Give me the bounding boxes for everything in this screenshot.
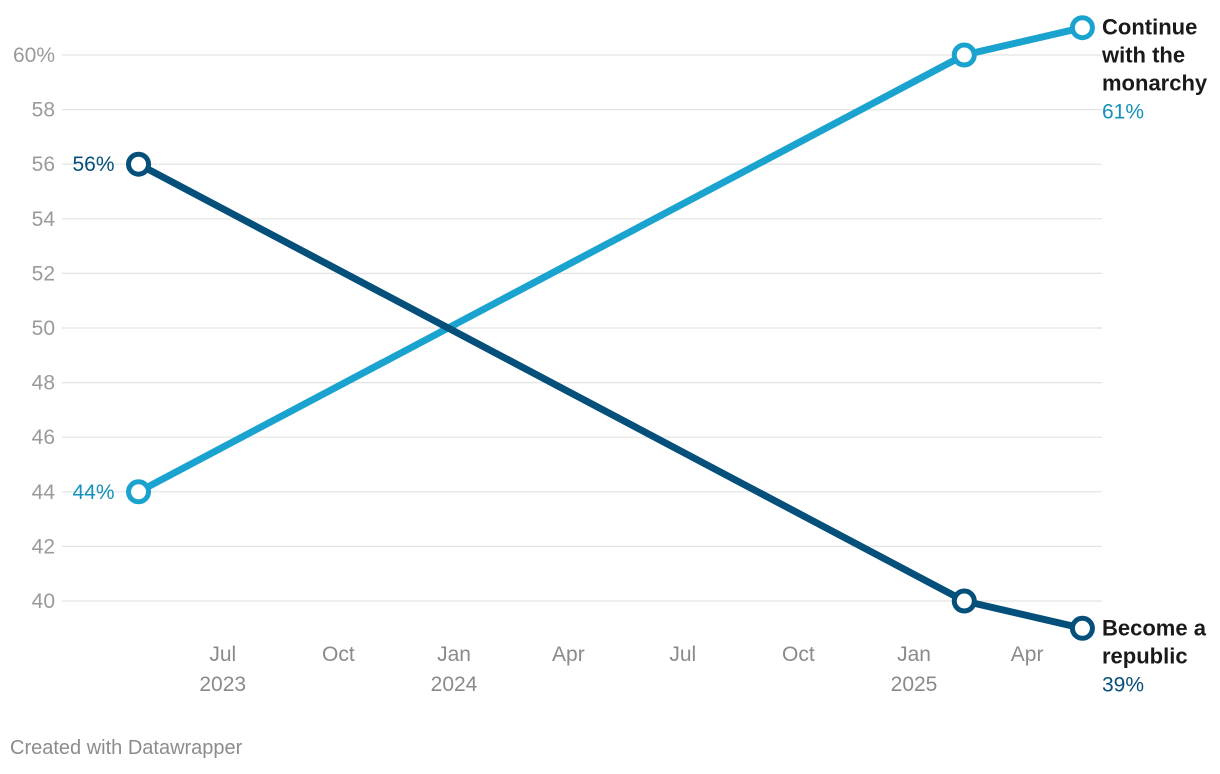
y-tick-label: 44 [32,481,56,504]
series-name-label: Continue [1102,15,1197,40]
x-tick-label: Jul [669,643,696,666]
x-tick-label: Jul [209,643,236,666]
x-tick-year-label: 2024 [431,673,478,696]
y-tick-label: 46 [32,426,55,449]
y-tick-label: 58 [32,99,55,122]
x-tick-label: Oct [782,643,815,666]
data-point [126,151,152,177]
x-tick-label: Apr [552,643,585,666]
y-tick-label: 50 [32,317,55,340]
x-tick-label: Apr [1011,643,1044,666]
series-line [135,24,1086,496]
data-point [951,588,977,614]
footer-credit: Created with Datawrapper [10,737,243,759]
series-name-label: republic [1102,643,1188,668]
data-point [1069,615,1095,641]
y-tick-label: 40 [32,590,55,613]
y-tick-label: 56 [32,153,55,176]
gridlines [62,54,1102,602]
y-tick-label: 52 [32,262,55,285]
y-tick-label: 54 [32,208,56,231]
x-tick-year-label: 2023 [199,673,246,696]
series-name-label: Become a [1102,615,1207,640]
data-point [126,479,152,505]
series-name-label: monarchy [1102,71,1208,96]
y-tick-label: 60% [13,44,55,67]
y-tick-label: 42 [32,535,55,558]
y-axis: 60% 58 56 54 52 50 48 46 44 42 40 [13,44,55,613]
series-labels: 44% Continue with the monarchy 61% 56% Become … [73,15,1208,697]
data-point [951,42,977,68]
x-tick-label: Oct [322,643,355,666]
x-tick-label: Jan [437,643,471,666]
series-name-label: with the [1101,43,1185,68]
end-value-label: 61% [1102,101,1144,124]
x-tick-label: Jan [897,643,931,666]
start-value-label: 44% [73,481,115,504]
data-point [1069,15,1095,41]
x-axis: Jul 2023 Oct Jan 2024 Apr Jul Oct Jan 2025 Apr [199,643,1043,696]
y-tick-label: 48 [32,372,55,395]
x-tick-year-label: 2025 [891,673,938,696]
end-value-label: 39% [1102,673,1144,696]
series-line [135,160,1086,632]
start-value-label: 56% [73,153,115,176]
series-points [126,15,1095,641]
